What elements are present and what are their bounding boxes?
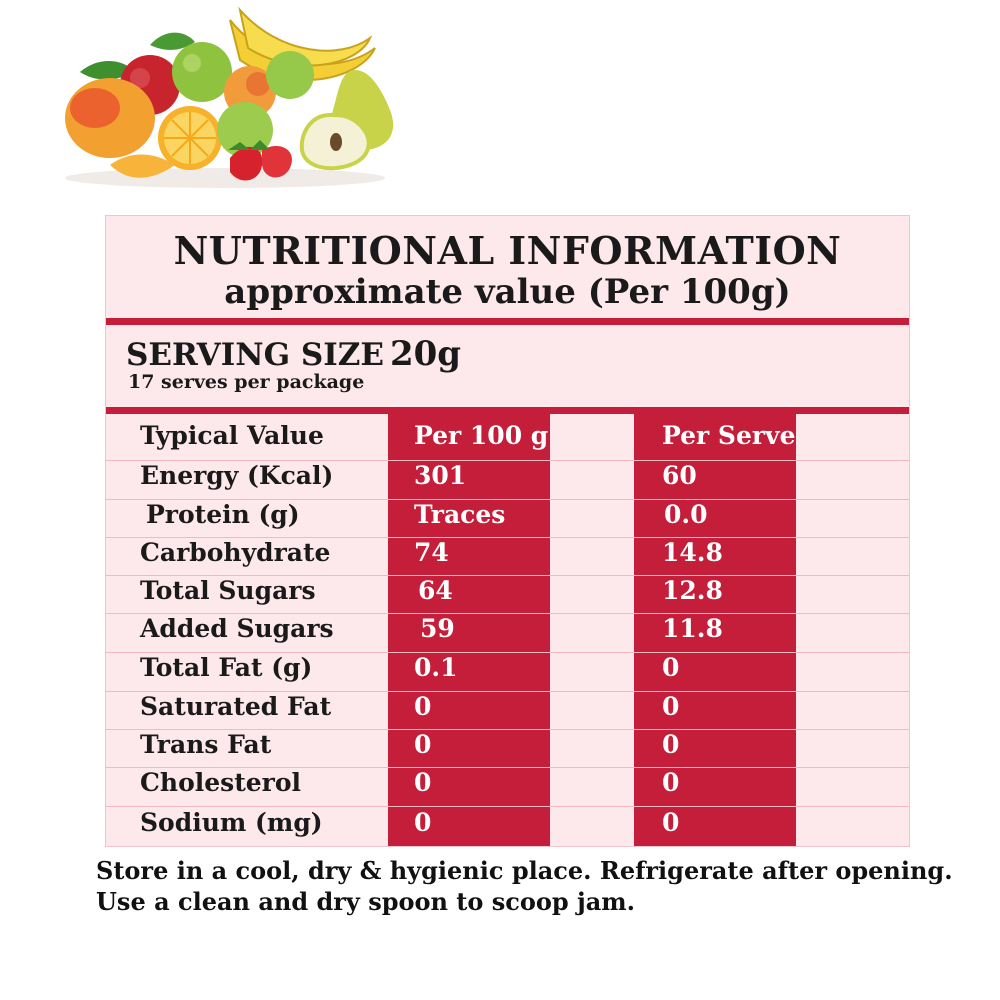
row-divider [106,460,909,461]
row-per100-value: 0 [414,808,432,837]
row-label: Added Sugars [140,614,334,643]
row-divider [106,575,909,576]
row-perserve-value: 0 [662,730,680,759]
divider-top [106,318,909,325]
row-perserve-value: 12.8 [662,576,723,605]
row-perserve-value: 0 [662,692,680,721]
row-perserve-value: 0 [662,808,680,837]
nutrition-panel: NUTRITIONAL INFORMATION approximate valu… [105,215,910,847]
row-divider [106,499,909,500]
row-divider [106,613,909,614]
row-per100-value: 0 [414,768,432,797]
row-per100-value: 0 [414,730,432,759]
row-perserve-value: 14.8 [662,538,723,567]
row-divider [106,729,909,730]
row-perserve-value: 0.0 [664,500,708,529]
row-divider [106,537,909,538]
row-perserve-value: 11.8 [662,614,723,643]
row-per100-value: 301 [414,461,467,490]
header-per-100g: Per 100 g [414,421,549,450]
row-label: Trans Fat [140,730,272,759]
row-perserve-value: 60 [662,461,697,490]
storage-instructions: Store in a cool, dry & hygienic place. R… [96,855,976,917]
row-label: Protein (g) [146,500,300,529]
row-divider [106,652,909,653]
row-label: Total Fat (g) [140,653,313,682]
row-label: Energy (Kcal) [140,461,334,490]
header-per-serve: Per Serve [662,421,796,450]
fruit-illustration [65,6,394,188]
serving-size: SERVING SIZE 20g [126,334,461,380]
header-typical-value: Typical Value [140,421,324,450]
row-per100-value: 59 [420,614,455,643]
row-per100-value: 0.1 [414,653,458,682]
row-per100-value: 0 [414,692,432,721]
row-per100-value: Traces [414,500,506,529]
storage-line-1: Store in a cool, dry & hygienic place. R… [96,856,953,885]
row-per100-value: 64 [418,576,453,605]
row-label: Carbohydrate [140,538,331,567]
divider-bottom [106,407,909,414]
storage-line-2: Use a clean and dry spoon to scoop jam. [96,887,636,916]
row-label: Total Sugars [140,576,316,605]
row-perserve-value: 0 [662,768,680,797]
row-per100-value: 74 [414,538,449,567]
row-label: Sodium (mg) [140,808,323,837]
serving-size-value: 20g [389,334,462,374]
panel-subtitle: approximate value (Per 100g) [224,272,791,312]
header: NUTRITIONAL INFORMATION approximate valu… [106,216,909,318]
row-perserve-value: 0 [662,653,680,682]
row-label: Saturated Fat [140,692,332,721]
serving-size-label: SERVING SIZE [126,337,384,373]
serves-per-package: 17 serves per package [128,371,365,393]
panel-title: NUTRITIONAL INFORMATION [173,228,842,273]
perserve-column-band [634,414,796,846]
row-divider [106,767,909,768]
row-label: Cholesterol [140,768,302,797]
row-divider [106,806,909,807]
per100-column-band [388,414,550,846]
row-divider [106,691,909,692]
